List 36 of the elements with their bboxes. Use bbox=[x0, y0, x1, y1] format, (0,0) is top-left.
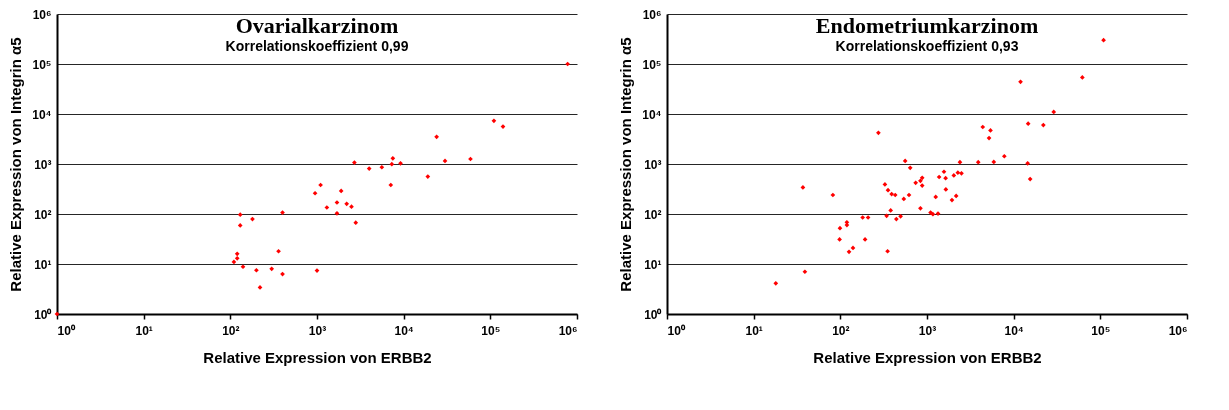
x-tick-label: 10² bbox=[222, 323, 240, 338]
y-tick-label: 10¹ bbox=[34, 257, 52, 272]
x-tick-label: 10⁰ bbox=[57, 323, 76, 338]
x-axis-title: Relative Expression von ERBB2 bbox=[813, 348, 1042, 366]
x-tick-label: 10⁵ bbox=[1091, 323, 1111, 338]
y-tick-label: 10⁶ bbox=[32, 7, 52, 22]
x-tick-label: 10³ bbox=[308, 323, 327, 338]
text: Korrelationskoeffizient 0,93 bbox=[835, 38, 1019, 54]
chart-title: Ovarialkarzinom bbox=[235, 13, 399, 38]
x-tick-label: 10³ bbox=[918, 323, 937, 338]
x-tick-label: 10⁴ bbox=[394, 323, 414, 338]
x-tick-label: 10⁶ bbox=[558, 323, 578, 338]
y-axis-title: Relative Expression von Integrin α5 bbox=[617, 37, 635, 292]
text: Korrelationskoeffizient 0,99 bbox=[225, 38, 409, 54]
x-tick-label: 10⁶ bbox=[1168, 323, 1188, 338]
y-tick-label: 10⁵ bbox=[642, 57, 662, 72]
x-tick-label: 10⁵ bbox=[481, 323, 501, 338]
y-tick-label: 10⁴ bbox=[642, 107, 662, 122]
y-tick-label: 10² bbox=[644, 207, 662, 222]
x-tick-label: 10² bbox=[832, 323, 850, 338]
y-tick-label: 10³ bbox=[644, 157, 662, 172]
y-tick-label: 10¹ bbox=[644, 257, 662, 272]
y-tick-label: 10⁰ bbox=[34, 307, 53, 322]
y-axis-title: Relative Expression von Integrin α5 bbox=[7, 37, 25, 292]
chart-title: Endometriumkarzinom bbox=[815, 13, 1039, 38]
x-axis-title: Relative Expression von ERBB2 bbox=[203, 348, 432, 366]
x-tick-label: 10⁰ bbox=[667, 323, 686, 338]
y-tick-label: 10⁴ bbox=[32, 107, 52, 122]
y-tick-label: 10⁶ bbox=[642, 7, 662, 22]
y-tick-label: 10⁵ bbox=[32, 57, 52, 72]
y-tick-label: 10³ bbox=[34, 157, 52, 172]
x-tick-label: 10¹ bbox=[745, 323, 763, 338]
y-tick-label: 10² bbox=[34, 207, 52, 222]
x-tick-label: 10¹ bbox=[135, 323, 153, 338]
x-tick-label: 10⁴ bbox=[1004, 323, 1024, 338]
y-tick-label: 10⁰ bbox=[644, 307, 663, 322]
